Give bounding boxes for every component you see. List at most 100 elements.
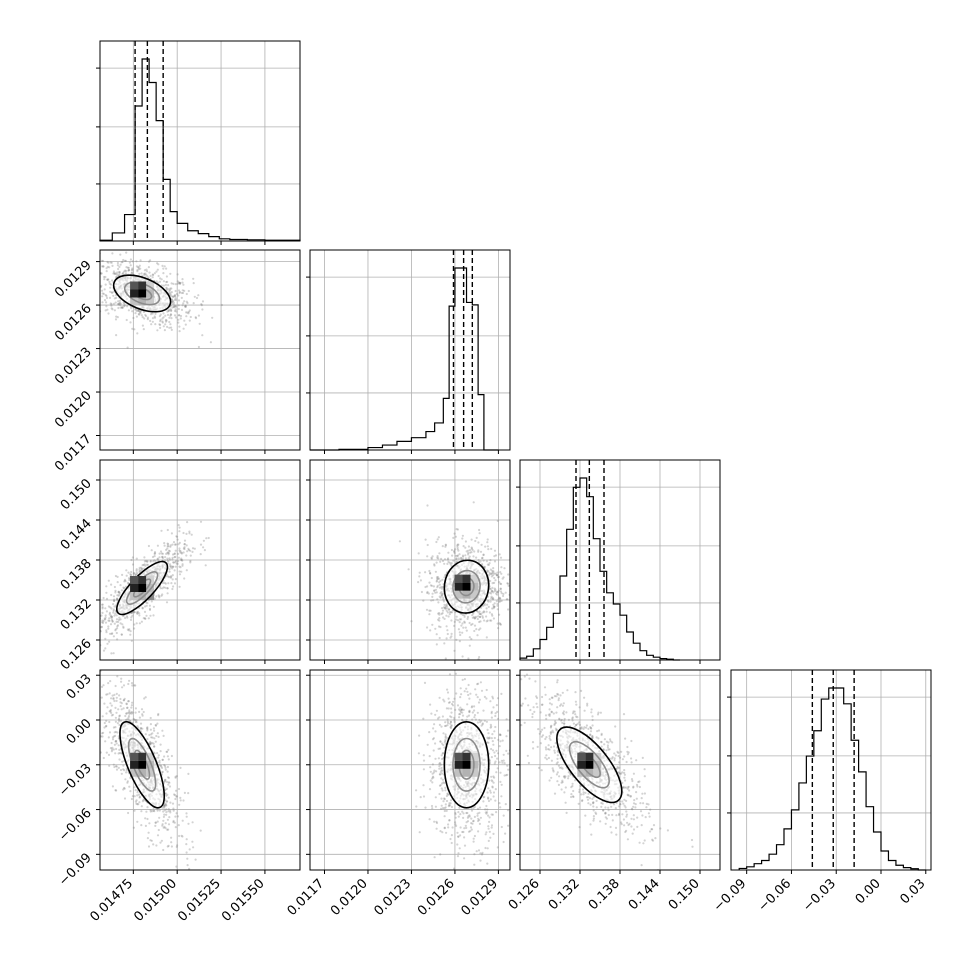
data-point xyxy=(132,556,134,558)
data-point xyxy=(205,564,207,566)
data-point xyxy=(164,545,166,547)
data-point xyxy=(199,323,201,325)
data-point xyxy=(109,692,111,694)
data-point xyxy=(171,282,173,284)
data-point xyxy=(163,542,165,544)
data-point xyxy=(490,601,492,603)
data-point xyxy=(167,592,169,594)
data-point xyxy=(163,586,165,588)
data-point xyxy=(473,864,475,866)
data-point xyxy=(175,866,177,868)
data-point xyxy=(182,289,184,291)
data-point xyxy=(198,315,200,317)
data-point xyxy=(464,547,466,549)
data-point xyxy=(171,291,173,293)
data-point xyxy=(485,831,487,833)
data-point xyxy=(457,852,459,854)
data-point xyxy=(115,272,117,274)
data-point xyxy=(138,273,140,275)
data-point xyxy=(131,640,133,642)
data-point xyxy=(122,765,124,767)
data-point xyxy=(442,789,444,791)
data-point xyxy=(168,568,170,570)
data-point xyxy=(157,834,159,836)
data-point xyxy=(458,816,460,818)
data-point xyxy=(127,270,129,272)
data-point xyxy=(596,806,598,808)
data-point xyxy=(418,735,420,737)
data-point xyxy=(115,318,117,320)
data-point xyxy=(167,284,169,286)
scatter-points xyxy=(85,650,228,917)
data-point xyxy=(178,804,180,806)
data-point xyxy=(159,553,161,555)
data-point xyxy=(469,645,471,647)
data-point xyxy=(171,532,173,534)
data-point xyxy=(630,825,632,827)
data-point xyxy=(159,760,161,762)
data-point xyxy=(437,613,439,615)
data-point xyxy=(165,268,167,270)
data-point xyxy=(82,629,84,631)
data-point xyxy=(494,589,496,591)
data-point xyxy=(188,532,190,534)
data-point xyxy=(78,291,80,293)
data-point xyxy=(465,540,467,542)
data-point xyxy=(112,272,114,274)
data-point xyxy=(140,810,142,812)
data-point xyxy=(641,824,643,826)
data-point xyxy=(461,632,463,634)
data-point xyxy=(500,583,502,585)
data-point xyxy=(536,706,538,708)
data-point xyxy=(485,805,487,807)
data-point xyxy=(105,725,107,727)
data-point xyxy=(116,632,118,634)
data-point xyxy=(175,290,177,292)
data-point xyxy=(495,554,497,556)
data-point xyxy=(590,804,592,806)
data-point xyxy=(667,829,669,831)
data-point xyxy=(543,727,545,729)
data-point xyxy=(177,283,179,285)
data-point xyxy=(424,571,426,573)
data-point xyxy=(186,858,188,860)
data-point xyxy=(163,735,165,737)
data-point xyxy=(170,309,172,311)
data-point xyxy=(440,726,442,728)
data-point xyxy=(482,612,484,614)
data-point xyxy=(418,552,420,554)
data-point xyxy=(188,290,190,292)
data-point xyxy=(497,718,499,720)
data-point xyxy=(184,543,186,545)
data-point xyxy=(130,242,132,244)
data-point xyxy=(116,697,118,699)
data-point xyxy=(119,715,121,717)
data-point xyxy=(477,549,479,551)
data-point xyxy=(541,736,543,738)
data-point xyxy=(197,294,199,296)
data-point xyxy=(510,699,512,701)
data-point xyxy=(144,314,146,316)
data-point xyxy=(176,536,178,538)
data-point xyxy=(130,258,132,260)
data-point xyxy=(186,293,188,295)
data-point xyxy=(467,657,469,659)
data-point xyxy=(444,815,446,817)
data-point xyxy=(482,554,484,556)
data-point xyxy=(469,622,471,624)
data-point xyxy=(415,805,417,807)
data-point xyxy=(185,554,187,556)
data-point xyxy=(118,744,120,746)
data-point xyxy=(486,620,488,622)
data-point xyxy=(175,550,177,552)
data-point xyxy=(106,270,108,272)
data-point xyxy=(115,740,117,742)
data-point xyxy=(125,272,127,274)
data-point xyxy=(521,592,523,594)
data-point xyxy=(499,806,501,808)
data-point xyxy=(161,265,163,267)
data-point xyxy=(486,741,488,743)
data-point xyxy=(443,797,445,799)
data-point xyxy=(185,306,187,308)
data-point xyxy=(193,282,195,284)
